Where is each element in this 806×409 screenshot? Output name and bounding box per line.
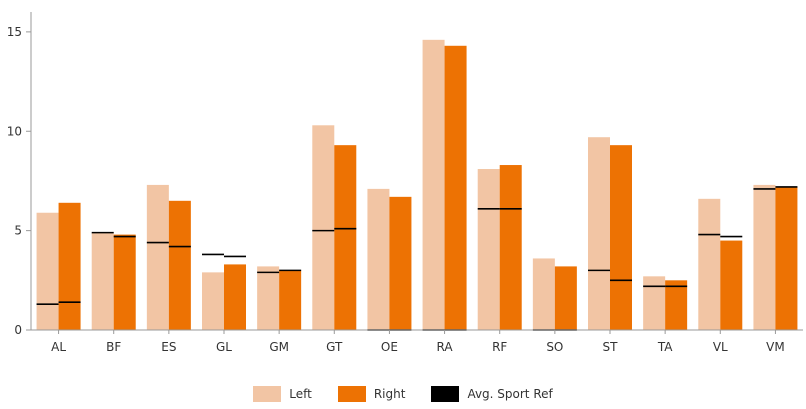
bar-right-gt [334,145,357,330]
bar-left-gm [257,266,280,330]
bar-right-gm [279,270,302,330]
bars-group [36,39,798,330]
bar-chart: AL BF ES GL GM GT OE RA RF SO ST TA VL VM 0 5 10 15 [7,12,803,354]
bar-right-vl [720,240,743,330]
bar-left-oe [367,188,390,330]
bar-right-so [554,266,577,330]
legend: Left Right Avg. Sport Ref [0,386,806,402]
bar-left-gl [202,272,224,330]
legend-swatch-right [337,386,366,402]
legend-label-left: Left [289,387,312,401]
x-tick-label: AL [51,340,66,354]
legend-label-right: Right [373,387,406,401]
bar-left-es [146,184,169,330]
bar-right-al [58,202,81,330]
legend-item-avg-sport-ref[interactable]: Avg. Sport Ref [431,386,553,402]
bar-right-bf [113,234,136,330]
x-tick-label: SO [546,340,563,354]
x-tick-label: ES [161,340,176,354]
bar-right-ta [665,280,688,330]
y-tick-label: 10 [7,124,22,138]
bar-right-es [168,200,191,330]
bar-left-ra [422,39,445,330]
bar-right-ra [444,45,467,330]
bar-right-oe [389,196,412,330]
bar-left-ta [643,276,666,330]
bar-left-so [532,258,555,330]
x-tick-label: ST [603,340,619,354]
legend-label-avg-sport-ref: Avg. Sport Ref [467,387,553,401]
y-tick-label: 0 [14,323,22,337]
x-tick-label: BF [106,340,121,354]
bar-left-gt [312,125,335,330]
x-tick-label: GT [326,340,343,354]
bar-left-al [36,212,59,330]
y-tick-label: 5 [14,224,22,238]
bar-left-rf [477,169,500,330]
legend-item-left[interactable]: Left [253,386,312,402]
bar-left-vl [698,198,721,330]
bar-left-st [588,137,610,330]
bar-right-st [610,145,632,330]
axes-group: AL BF ES GL GM GT OE RA RF SO ST TA VL VM 0 5 10 15 [7,12,803,354]
legend-swatch-left [253,386,282,402]
legend-item-right[interactable]: Right [337,386,406,402]
bar-right-gl [224,264,246,330]
bar-left-bf [91,232,114,330]
y-tick-label: 15 [7,25,22,39]
x-tick-label: RA [437,340,454,354]
bar-left-vm [753,184,776,330]
x-tick-label: RF [492,340,507,354]
x-tick-label: VM [766,340,785,354]
x-tick-label: VL [713,340,728,354]
x-tick-label: GM [269,340,289,354]
bar-right-rf [499,165,522,330]
bar-right-vm [775,186,798,330]
x-tick-label: TA [657,340,673,354]
legend-swatch-avg-sport-ref [431,386,460,402]
x-tick-label: GL [216,340,232,354]
x-tick-label: OE [381,340,398,354]
